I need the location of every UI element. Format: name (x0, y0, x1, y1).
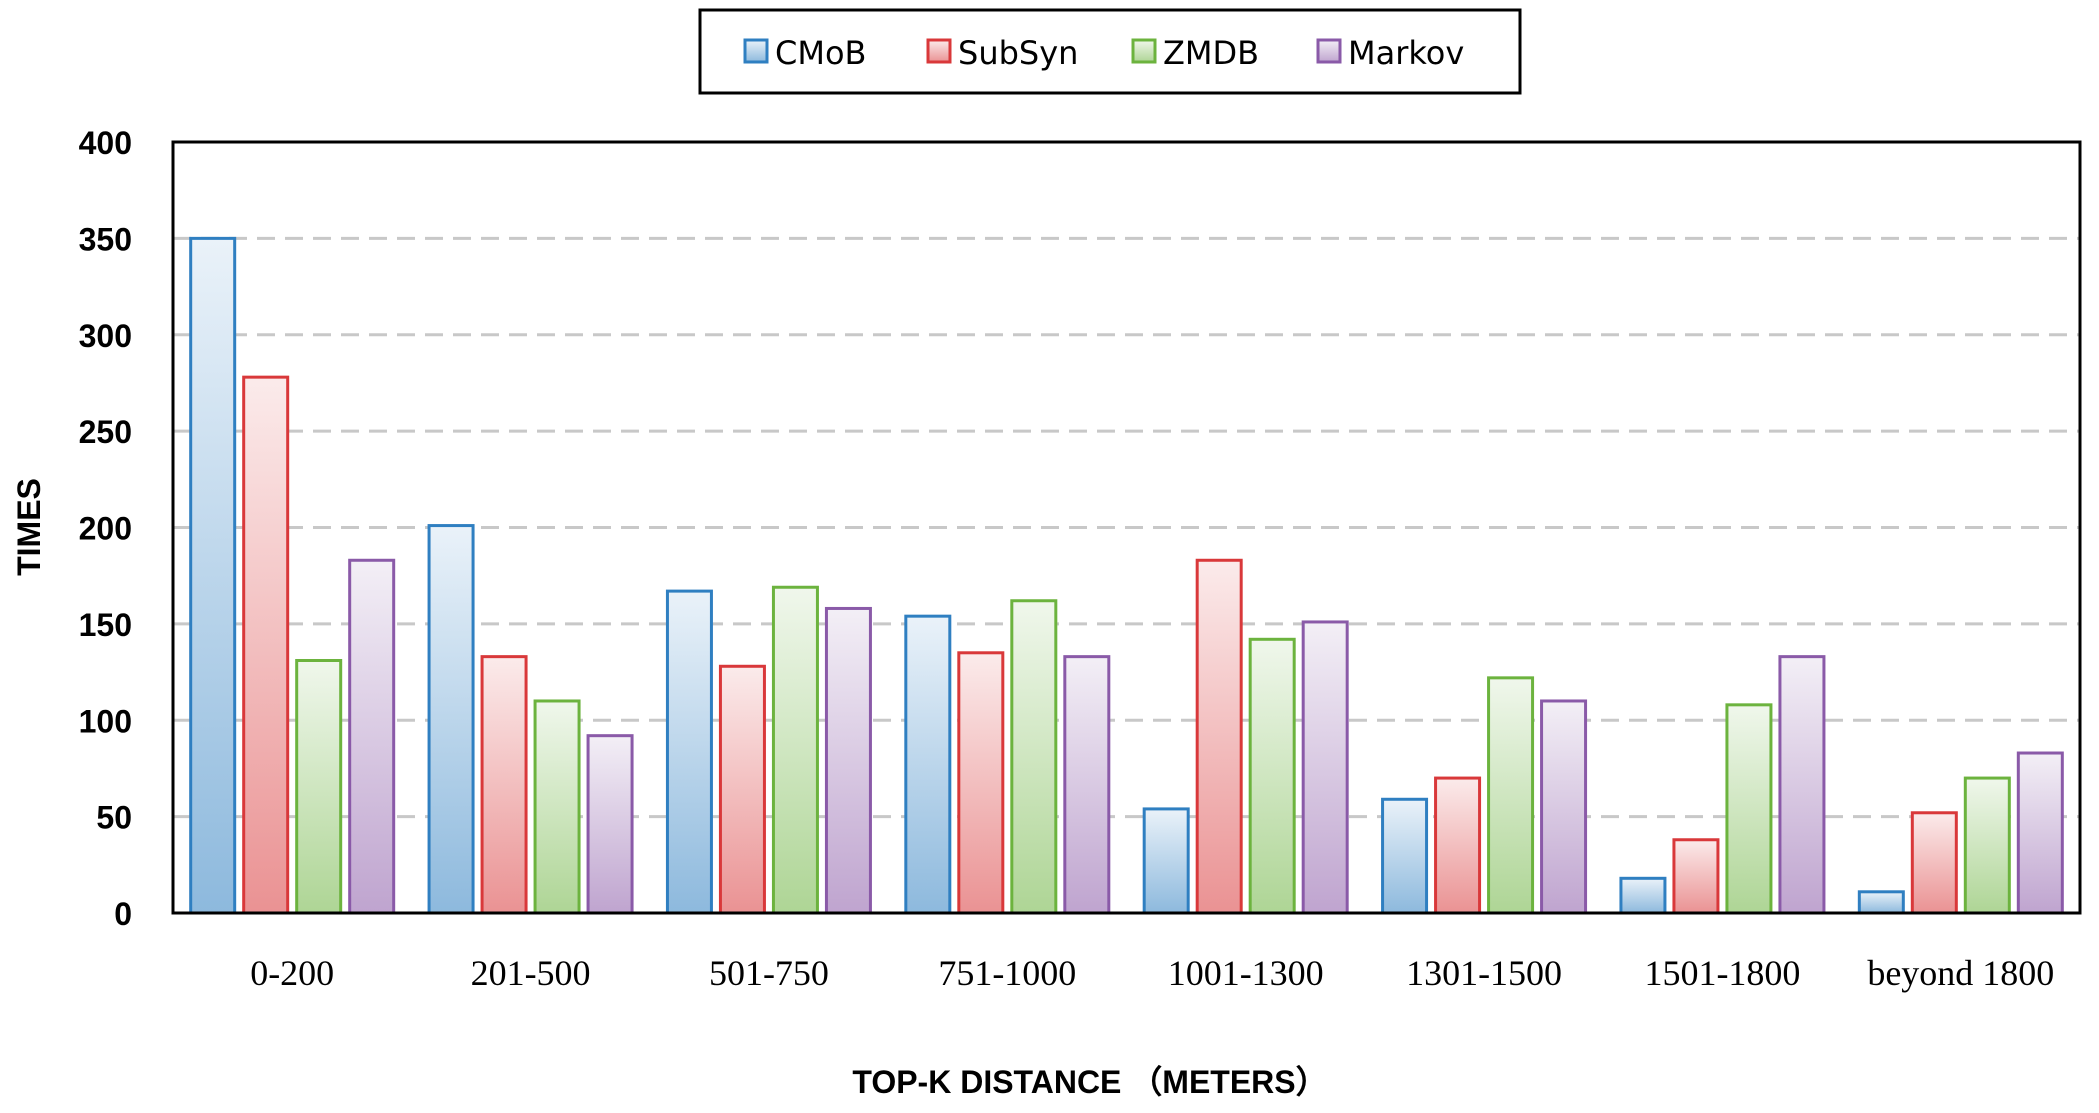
plot-area-frame (171, 140, 2082, 915)
legend: CMoB SubSyn ZMDB Markov (698, 8, 1522, 95)
legend-label: SubSyn (958, 34, 1078, 72)
bar-zmdb-201-500 (533, 699, 581, 915)
x-tick-label: 201-500 (471, 953, 591, 993)
bar-cmob-751-1000 (904, 614, 952, 915)
legend-box (698, 8, 1522, 95)
bar-zmdb-1001-1300 (1248, 637, 1296, 915)
y-tick-label: 400 (79, 125, 132, 161)
bar-zmdb-501-750 (771, 585, 819, 915)
bar-cmob-1301-1500 (1381, 797, 1429, 915)
bars (189, 236, 2064, 915)
legend-label: ZMDB (1163, 34, 1259, 72)
bar-cmob-0-200 (189, 236, 237, 915)
legend-swatch (743, 38, 769, 64)
bar-markov-1301-1500 (1540, 699, 1588, 915)
bar-subsyn-751-1000 (957, 651, 1005, 915)
bar-cmob-beyond-1800 (1857, 890, 1905, 915)
bar-markov-1001-1300 (1301, 620, 1349, 915)
bar-cmob-1001-1300 (1142, 807, 1190, 915)
bar-subsyn-beyond-1800 (1910, 811, 1958, 915)
legend-item-subsyn: SubSyn (926, 34, 1078, 72)
legend-item-markov: Markov (1316, 34, 1464, 72)
y-tick-label: 200 (79, 511, 132, 547)
y-tick-label: 350 (79, 221, 132, 257)
legend-swatch (1131, 38, 1157, 64)
y-tick-label: 50 (96, 800, 132, 836)
y-tick-label: 300 (79, 318, 132, 354)
legend-label: CMoB (775, 34, 866, 72)
bar-subsyn-1001-1300 (1195, 558, 1243, 915)
bar-zmdb-beyond-1800 (1963, 776, 2011, 915)
bar-zmdb-0-200 (295, 658, 343, 915)
bar-subsyn-0-200 (242, 375, 290, 915)
bar-subsyn-501-750 (718, 664, 766, 915)
bar-subsyn-1301-1500 (1434, 776, 1482, 915)
y-tick-label: 0 (114, 896, 132, 932)
legend-swatch (926, 38, 952, 64)
legend-label: Markov (1348, 34, 1464, 72)
bar-cmob-501-750 (665, 589, 713, 915)
bar-subsyn-1501-1800 (1672, 838, 1720, 915)
x-tick-label: 751-1000 (938, 953, 1076, 993)
bar-zmdb-1501-1800 (1725, 703, 1773, 915)
x-axis-title: TOP-K DISTANCE （METERS） (852, 1064, 1327, 1100)
bar-zmdb-1301-1500 (1487, 676, 1535, 915)
legend-swatch (1316, 38, 1342, 64)
bar-cmob-201-500 (427, 524, 475, 915)
bar-markov-0-200 (348, 558, 396, 915)
x-axis-ticks: 0-200 201-500 501-750 751-1000 1001-1300 1301… (250, 953, 2054, 993)
bar-markov-501-750 (824, 606, 872, 915)
bar-markov-751-1000 (1063, 655, 1111, 915)
y-axis-title: TIMES (11, 478, 47, 576)
x-tick-label: beyond 1800 (1867, 953, 2054, 993)
bar-cmob-1501-1800 (1619, 876, 1667, 915)
bar-markov-201-500 (586, 734, 634, 915)
bar-markov-1501-1800 (1778, 655, 1826, 915)
x-tick-label: 501-750 (709, 953, 829, 993)
x-tick-label: 1001-1300 (1168, 953, 1324, 993)
y-tick-label: 150 (79, 607, 132, 643)
y-axis-ticks: 0 50 100 150 200 250 300 350 400 (79, 125, 132, 932)
legend-item-zmdb: ZMDB (1131, 34, 1259, 72)
bar-zmdb-751-1000 (1010, 599, 1058, 915)
bar-markov-beyond-1800 (2016, 751, 2064, 915)
x-tick-label: 0-200 (250, 953, 334, 993)
x-tick-label: 1301-1500 (1406, 953, 1562, 993)
y-tick-label: 100 (79, 703, 132, 739)
bar-subsyn-201-500 (480, 655, 528, 915)
legend-item-cmob: CMoB (743, 34, 866, 72)
x-tick-label: 1501-1800 (1644, 953, 1800, 993)
y-tick-label: 250 (79, 414, 132, 450)
